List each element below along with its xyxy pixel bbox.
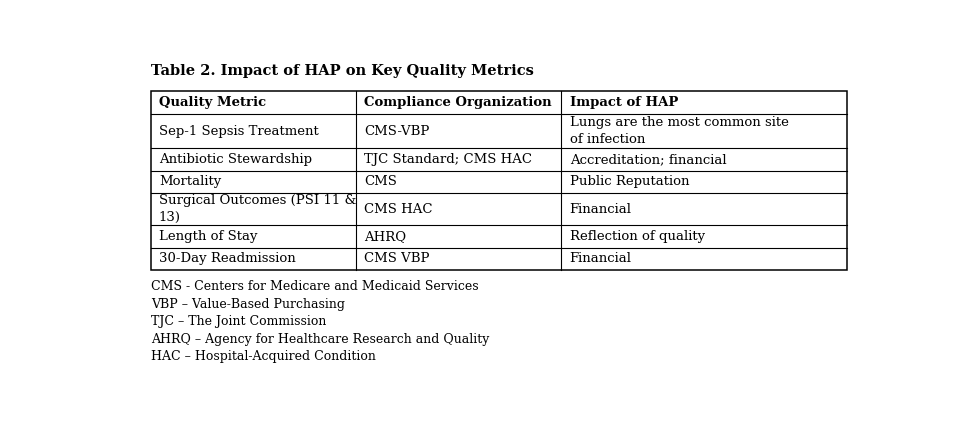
Text: Impact of HAP: Impact of HAP: [570, 96, 678, 109]
Text: CMS-VBP: CMS-VBP: [364, 124, 430, 138]
Text: Compliance Organization: Compliance Organization: [364, 96, 552, 109]
Text: TJC – The Joint Commission: TJC – The Joint Commission: [151, 315, 327, 328]
Text: AHRQ: AHRQ: [364, 230, 407, 243]
Bar: [151, 92, 847, 270]
Text: Sep-1 Sepsis Treatment: Sep-1 Sepsis Treatment: [159, 124, 319, 138]
Text: Lungs are the most common site
of infection: Lungs are the most common site of infect…: [570, 116, 788, 146]
Text: Financial: Financial: [570, 203, 632, 215]
Text: AHRQ – Agency for Healthcare Research and Quality: AHRQ – Agency for Healthcare Research an…: [151, 333, 489, 346]
Text: Length of Stay: Length of Stay: [159, 230, 257, 243]
Text: Accreditation; financial: Accreditation; financial: [570, 153, 726, 166]
Text: Surgical Outcomes (PSI 11 &
13): Surgical Outcomes (PSI 11 & 13): [159, 194, 356, 224]
Text: HAC – Hospital-Acquired Condition: HAC – Hospital-Acquired Condition: [151, 350, 376, 364]
Text: CMS VBP: CMS VBP: [364, 252, 430, 265]
Text: Quality Metric: Quality Metric: [159, 96, 266, 109]
Text: Financial: Financial: [570, 252, 632, 265]
Text: CMS HAC: CMS HAC: [364, 203, 433, 215]
Text: 30-Day Readmission: 30-Day Readmission: [159, 252, 296, 265]
Text: Table 2. Impact of HAP on Key Quality Metrics: Table 2. Impact of HAP on Key Quality Me…: [151, 64, 533, 78]
Text: CMS - Centers for Medicare and Medicaid Services: CMS - Centers for Medicare and Medicaid …: [151, 280, 478, 293]
Text: Mortality: Mortality: [159, 175, 221, 188]
Text: Reflection of quality: Reflection of quality: [570, 230, 705, 243]
Text: VBP – Value-Based Purchasing: VBP – Value-Based Purchasing: [151, 298, 345, 311]
Text: Public Reputation: Public Reputation: [570, 175, 689, 188]
Text: TJC Standard; CMS HAC: TJC Standard; CMS HAC: [364, 153, 532, 166]
Text: Antibiotic Stewardship: Antibiotic Stewardship: [159, 153, 312, 166]
Text: CMS: CMS: [364, 175, 397, 188]
